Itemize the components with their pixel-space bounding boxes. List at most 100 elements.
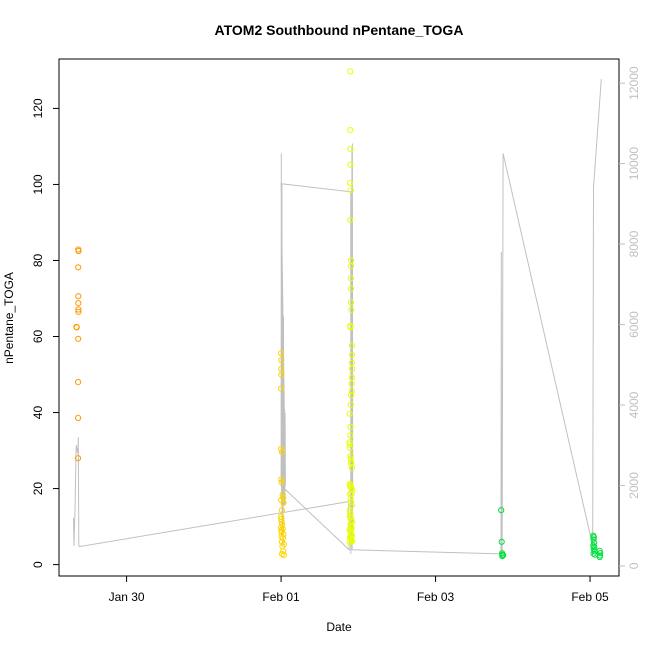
data-point xyxy=(280,552,287,559)
data-point xyxy=(278,385,285,392)
plot-area-frame xyxy=(58,58,620,577)
data-point xyxy=(348,257,355,264)
x-tick-label: Feb 03 xyxy=(417,590,455,604)
y-tick-label: 100 xyxy=(31,174,45,194)
x-tick-label: Feb 05 xyxy=(571,590,609,604)
data-point xyxy=(348,380,355,387)
data-point xyxy=(347,432,354,439)
data-point xyxy=(347,401,354,408)
data-point xyxy=(347,514,354,521)
altitude-series-line xyxy=(73,79,602,559)
data-point xyxy=(347,216,354,223)
data-point xyxy=(279,521,286,528)
data-point xyxy=(346,444,354,451)
y2-tick-label: 12000 xyxy=(627,66,641,100)
x-tick-label: Jan 30 xyxy=(109,590,145,604)
data-point xyxy=(347,263,354,270)
y2-tick-label: 0 xyxy=(627,562,641,569)
data-point xyxy=(349,351,356,358)
altitude-line-layer xyxy=(73,79,602,559)
data-point xyxy=(75,300,82,307)
data-point xyxy=(346,439,353,446)
data-point xyxy=(278,350,285,357)
data-point xyxy=(596,553,603,561)
data-point xyxy=(348,502,355,509)
data-point xyxy=(348,359,356,366)
y-axis-label: nPentane_TOGA xyxy=(2,272,16,364)
data-point xyxy=(346,179,354,186)
data-point xyxy=(75,264,82,271)
data-point xyxy=(590,536,597,543)
y2-tick-label: 10000 xyxy=(627,147,641,181)
data-point xyxy=(279,449,286,456)
y-tick-label: 0 xyxy=(31,561,45,568)
y-tick-label: 120 xyxy=(31,98,45,118)
data-point xyxy=(591,539,598,547)
data-point xyxy=(280,499,287,506)
data-point xyxy=(347,495,354,502)
data-point xyxy=(75,306,82,313)
data-point xyxy=(590,534,597,541)
data-point xyxy=(347,324,354,331)
y-tick-label: 80 xyxy=(31,253,45,267)
data-point xyxy=(74,455,82,462)
data-point xyxy=(347,146,354,153)
data-point xyxy=(591,544,598,551)
data-point xyxy=(347,275,354,282)
data-point xyxy=(278,524,285,531)
data-point xyxy=(346,441,353,448)
data-point xyxy=(279,534,286,542)
data-point xyxy=(347,285,355,292)
data-point xyxy=(348,498,355,505)
data-point xyxy=(498,538,505,545)
y2-tick-label: 8000 xyxy=(627,230,641,257)
chart-title: ATOM2 Southbound nPentane_TOGA xyxy=(215,22,464,38)
data-point xyxy=(347,423,354,431)
y2-tick-label: 6000 xyxy=(627,311,641,338)
data-point xyxy=(346,539,353,546)
data-point xyxy=(75,379,82,386)
data-point xyxy=(347,510,354,517)
data-point xyxy=(348,464,355,472)
data-point xyxy=(498,507,505,514)
data-point xyxy=(348,388,355,395)
data-point xyxy=(590,542,597,549)
data-point xyxy=(346,410,353,417)
data-point xyxy=(75,308,82,315)
data-point xyxy=(347,452,354,459)
data-point xyxy=(347,187,354,194)
data-point xyxy=(346,507,353,514)
data-point xyxy=(346,513,354,520)
data-point xyxy=(278,445,285,453)
data-point xyxy=(75,293,82,300)
y-tick-label: 40 xyxy=(31,406,45,420)
data-point xyxy=(278,365,285,372)
data-point xyxy=(590,550,597,557)
data-point xyxy=(348,365,356,372)
data-point xyxy=(499,553,506,560)
data-point xyxy=(75,414,82,421)
data-point xyxy=(348,306,355,313)
data-point xyxy=(500,552,507,559)
data-point xyxy=(75,247,82,255)
y-tick-label: 20 xyxy=(31,482,45,496)
data-points-layer xyxy=(73,68,604,561)
y2-tick-label: 2000 xyxy=(627,472,641,499)
data-point xyxy=(347,127,354,134)
y-tick-label: 60 xyxy=(31,330,45,344)
data-point xyxy=(278,507,285,514)
data-point xyxy=(347,68,354,75)
y-axis-right: 0 2000 4000 6000 8000 10000 12000 xyxy=(619,66,641,569)
data-point xyxy=(348,392,355,399)
data-point xyxy=(597,550,604,557)
data-point xyxy=(347,161,354,168)
data-point xyxy=(348,460,355,467)
y2-tick-label: 4000 xyxy=(627,391,641,418)
data-point xyxy=(347,299,354,306)
x-axis-label: Date xyxy=(326,620,352,634)
x-tick-label: Feb 01 xyxy=(262,590,300,604)
data-point xyxy=(75,335,82,342)
data-point xyxy=(279,491,286,498)
